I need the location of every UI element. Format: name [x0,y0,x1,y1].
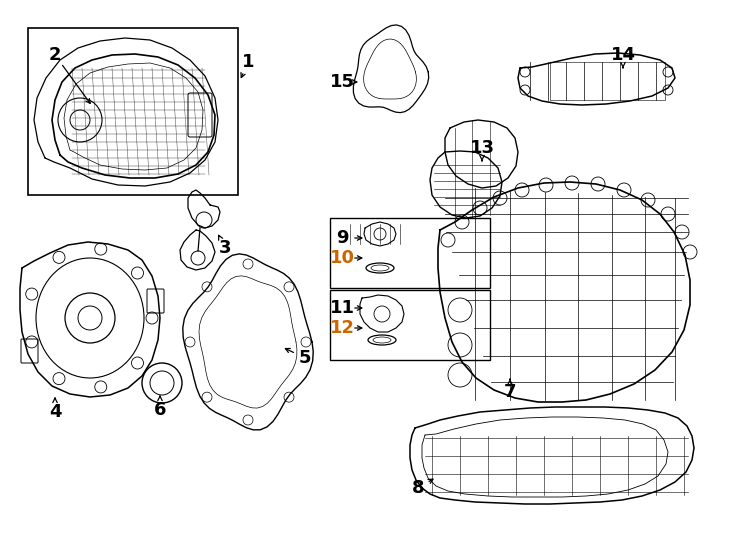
Text: 2: 2 [48,46,61,64]
Text: 5: 5 [299,349,311,367]
Text: 13: 13 [470,139,495,157]
Text: 7: 7 [504,383,516,401]
Text: 1: 1 [241,53,254,71]
Text: 6: 6 [153,401,166,419]
Text: 15: 15 [330,73,355,91]
Bar [330,290,490,360]
Text: 4: 4 [48,403,61,421]
Text: 12: 12 [330,319,355,337]
Text: 14: 14 [611,46,636,64]
Text: 11: 11 [330,299,355,317]
Text: 9: 9 [335,229,348,247]
Bar [28,28,238,195]
Text: 10: 10 [330,249,355,267]
Bar [550,62,665,100]
Text: 3: 3 [219,239,231,257]
Bar [330,218,490,288]
Text: 8: 8 [412,479,424,497]
